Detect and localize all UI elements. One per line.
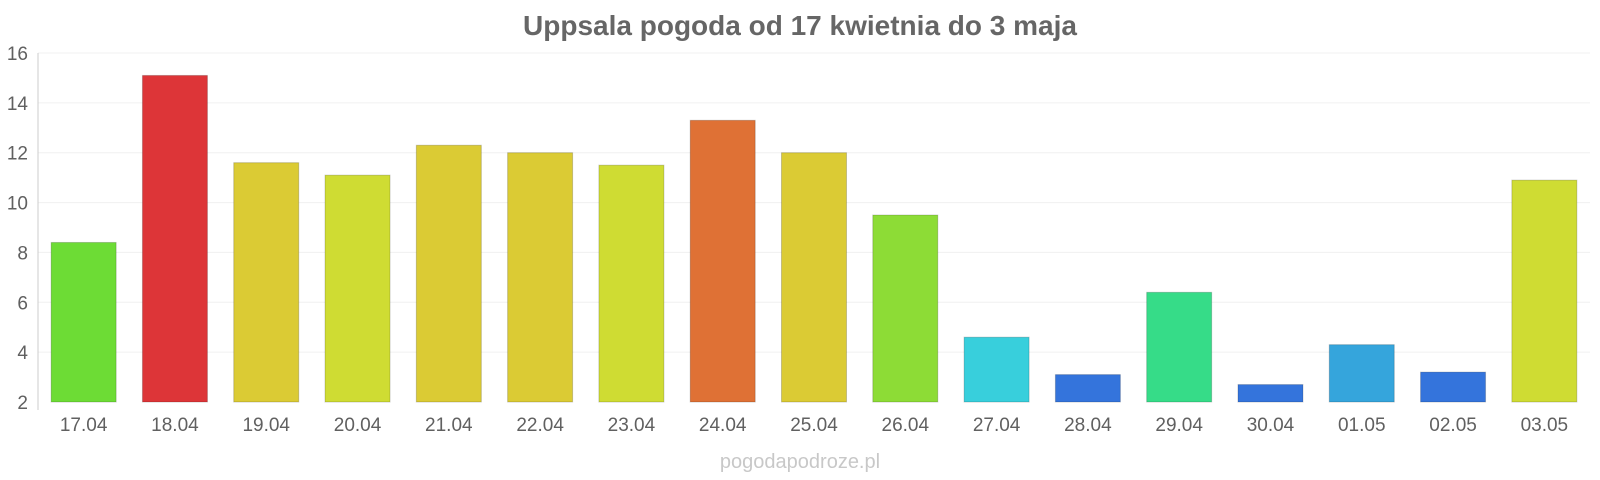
x-tick-label: 20.04 — [334, 415, 382, 436]
y-tick-label: 4 — [17, 343, 28, 364]
x-axis-ticks: 17.04 18.04 19.04 20.04 21.04 22.04 23.04 24.04… — [60, 415, 1568, 436]
bar-02.05 — [1420, 371, 1487, 403]
bars — [50, 74, 1578, 403]
chart-title: Uppsala pogoda od 17 kwietnia do 3 maja — [523, 10, 1077, 41]
x-tick-label: 25.04 — [790, 415, 838, 436]
x-tick-label: 26.04 — [882, 415, 930, 436]
bar-19.04 — [233, 162, 300, 403]
x-tick-label: 21.04 — [425, 415, 473, 436]
bar-23.04 — [598, 164, 665, 403]
x-tick-label: 29.04 — [1155, 415, 1203, 436]
y-tick-label: 16 — [7, 44, 28, 65]
y-tick-label: 10 — [7, 194, 28, 215]
bar-30.04 — [1237, 384, 1304, 403]
x-tick-label: 18.04 — [151, 415, 199, 436]
bar-28.04 — [1054, 374, 1121, 403]
x-tick-label: 23.04 — [608, 415, 656, 436]
bar-24.04 — [689, 119, 756, 403]
y-tick-label: 14 — [7, 94, 29, 115]
bar-29.04 — [1146, 291, 1213, 403]
x-tick-label: 30.04 — [1247, 415, 1295, 436]
x-tick-label: 27.04 — [973, 415, 1021, 436]
bar-27.04 — [963, 336, 1030, 403]
bar-20.04 — [324, 174, 391, 403]
bar-22.04 — [507, 152, 574, 403]
x-tick-label: 17.04 — [60, 415, 108, 436]
x-tick-label: 22.04 — [516, 415, 564, 436]
bar-01.05 — [1328, 344, 1395, 403]
bar-17.04 — [50, 241, 117, 403]
watermark: pogodapodroze.pl — [719, 451, 881, 473]
x-tick-label: 19.04 — [242, 415, 290, 436]
x-tick-label: 01.05 — [1338, 415, 1386, 436]
y-tick-label: 2 — [17, 393, 28, 414]
bar-21.04 — [415, 144, 482, 403]
bar-25.04 — [781, 152, 847, 403]
x-tick-label: 02.05 — [1429, 415, 1477, 436]
x-tick-label: 24.04 — [699, 415, 747, 436]
x-tick-label: 28.04 — [1064, 415, 1112, 436]
y-axis-ticks: 2 4 6 8 10 12 14 16 — [7, 44, 29, 414]
x-tick-label: 03.05 — [1521, 415, 1569, 436]
bar-26.04 — [872, 214, 939, 403]
y-tick-label: 8 — [17, 243, 28, 264]
bar-18.04 — [141, 74, 208, 403]
y-tick-label: 12 — [7, 144, 28, 165]
y-tick-label: 6 — [17, 293, 28, 314]
bar-03.05 — [1511, 179, 1578, 403]
